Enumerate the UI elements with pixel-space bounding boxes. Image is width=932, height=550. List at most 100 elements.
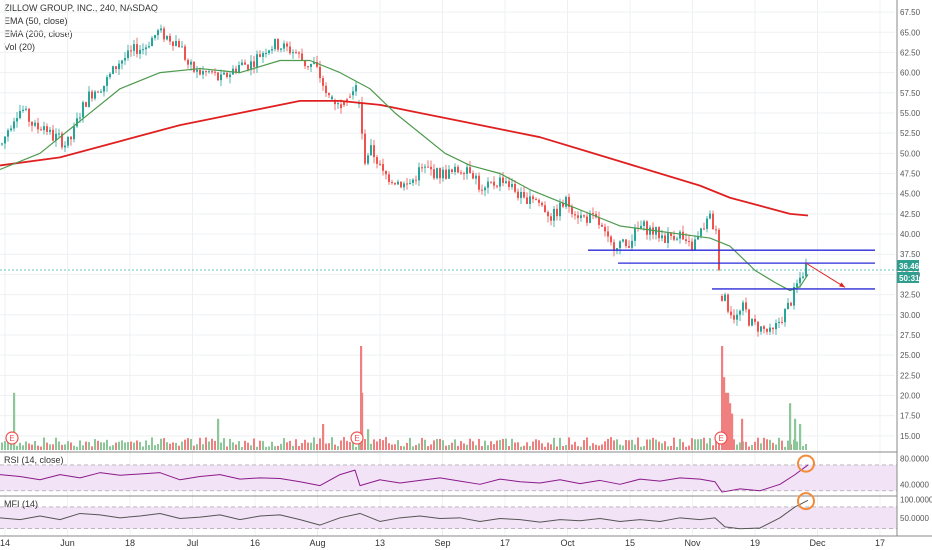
volume-bar — [592, 443, 594, 450]
earnings-marker — [714, 431, 728, 445]
volume-bar — [379, 438, 381, 450]
volume-bar — [439, 438, 441, 450]
candle — [715, 229, 717, 231]
mfi-highlight-circle — [797, 492, 815, 511]
candle — [391, 182, 393, 184]
volume-bar — [88, 442, 90, 450]
candle — [226, 72, 228, 78]
volume-bar — [739, 442, 741, 450]
volume-bar — [187, 438, 189, 450]
candle — [421, 167, 423, 169]
candle — [379, 163, 381, 165]
earnings-label: E — [9, 434, 14, 443]
volume-bar — [64, 444, 66, 450]
candle — [805, 263, 807, 277]
volume-bar — [421, 437, 423, 450]
candle — [508, 181, 510, 187]
volume-bar — [289, 440, 291, 450]
volume-bar — [729, 403, 732, 450]
volume-bar — [265, 446, 267, 450]
volume-bar — [1, 442, 3, 450]
candle — [151, 37, 153, 47]
x-tick-label: 14 — [0, 538, 10, 548]
candle — [271, 49, 273, 51]
candle — [409, 182, 411, 184]
volume-bar — [250, 445, 252, 450]
volume-bar — [406, 442, 408, 450]
volume-bar — [382, 440, 384, 450]
volume-bar — [745, 441, 747, 450]
volume-bar — [58, 441, 60, 450]
candle — [691, 241, 693, 250]
candle — [661, 235, 663, 239]
candle — [109, 73, 111, 78]
volume-bar — [301, 443, 303, 450]
candle — [373, 145, 375, 158]
volume-bar — [454, 439, 456, 450]
candle — [244, 62, 246, 65]
y-tick-label: 57.50 — [900, 89, 921, 98]
candle — [463, 173, 465, 175]
volume-bar — [214, 440, 216, 450]
candle — [349, 96, 351, 98]
volume-bar — [544, 446, 546, 450]
volume-bar — [787, 440, 789, 450]
candle — [442, 169, 444, 179]
volume-bar — [28, 443, 30, 450]
candle — [475, 175, 477, 179]
volume-bar — [700, 439, 702, 450]
volume-bar — [298, 445, 300, 450]
candle — [361, 103, 363, 134]
candle — [493, 181, 495, 186]
candle — [10, 128, 12, 131]
volume-bar — [112, 445, 114, 450]
volume-bar — [784, 446, 786, 450]
candle — [355, 85, 357, 92]
volume-bar — [346, 440, 348, 450]
candle — [415, 179, 417, 181]
legend-ema50[interactable]: EMA (50, close) — [4, 16, 68, 26]
volume-bar — [343, 437, 345, 450]
candle — [79, 117, 81, 119]
volume-bar — [523, 445, 525, 450]
volume-bar — [775, 444, 777, 450]
volume-bar — [202, 444, 204, 450]
volume-bar — [139, 441, 141, 450]
candle — [46, 126, 48, 132]
volume-bar — [622, 445, 624, 450]
volume-bar — [640, 446, 642, 450]
candle — [775, 323, 777, 330]
volume-bar — [352, 437, 354, 450]
volume-bar — [463, 443, 465, 450]
candle — [574, 214, 576, 216]
volume-bar — [550, 444, 552, 450]
volume-bar — [355, 446, 357, 450]
volume-bar — [136, 440, 138, 450]
volume-bar — [427, 446, 429, 450]
candle — [367, 155, 369, 164]
candle — [697, 236, 699, 240]
volume-bar — [151, 437, 153, 450]
legend-ema200[interactable]: EMA (200, close) — [4, 29, 73, 39]
volume-bar — [766, 439, 768, 450]
projection-arrow — [805, 262, 846, 288]
volume-bar — [55, 437, 57, 450]
x-tick-label: Oct — [560, 538, 575, 548]
volume-bar — [436, 439, 438, 450]
volume-bar — [118, 441, 120, 450]
candle — [448, 169, 450, 179]
legend-volume[interactable]: Vol (20) — [4, 42, 36, 52]
candle — [28, 108, 30, 122]
candle — [187, 59, 189, 65]
volume-bar — [559, 437, 561, 450]
rsi-highlight-circle — [797, 454, 815, 473]
candle — [325, 85, 327, 94]
ema200-line — [0, 99, 809, 217]
volume-bar — [691, 438, 693, 450]
candle — [772, 327, 774, 330]
volume-bar — [331, 437, 333, 450]
rsi-band — [0, 464, 897, 491]
volume-bar — [586, 437, 588, 450]
candle — [100, 91, 102, 93]
